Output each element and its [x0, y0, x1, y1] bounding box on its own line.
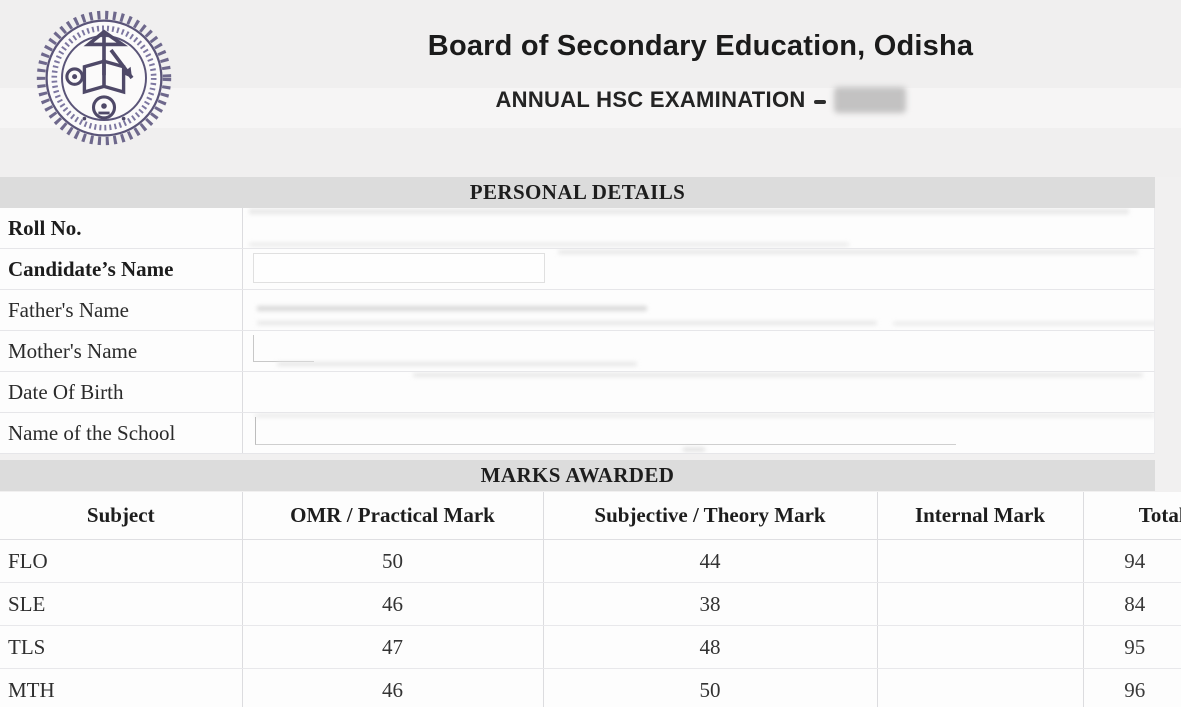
field-value-redacted: [243, 290, 1154, 330]
subjective-theory-mark: 48: [542, 625, 877, 669]
field-label: Mother's Name: [0, 331, 243, 371]
internal-mark: [876, 625, 1083, 669]
field-row-candidate-name: Candidate’s Name: [0, 249, 1155, 290]
total-mark: 96: [1082, 668, 1181, 707]
total-mark: 94: [1082, 539, 1181, 583]
table-row: TLS 47 48 95: [0, 625, 1181, 669]
field-row-roll-no: Roll No.: [0, 208, 1155, 249]
total-mark: 84: [1082, 582, 1181, 626]
internal-mark: [876, 539, 1083, 583]
redacted-value-box: [253, 253, 545, 283]
omr-practical-mark: 46: [241, 668, 543, 707]
redacted-value-smudge: [277, 362, 637, 366]
field-value-redacted: [243, 413, 1154, 453]
redacted-value-smudge: [255, 414, 1154, 417]
redacted-value-smudge: [257, 321, 877, 325]
header-titles: Board of Secondary Education, Odisha ANN…: [220, 0, 1181, 177]
subjective-theory-mark: 50: [542, 668, 877, 707]
field-row-father-name: Father's Name: [0, 290, 1155, 331]
table-row: MTH 46 50 96: [0, 668, 1181, 707]
redacted-value-smudge: [413, 373, 1143, 377]
field-label: Father's Name: [0, 290, 243, 330]
field-label: Roll No.: [0, 208, 243, 248]
exam-title-dash: [813, 99, 826, 104]
marks-awarded-title: MARKS AWARDED: [480, 463, 675, 487]
field-value-redacted: [243, 208, 1154, 248]
field-label: Date Of Birth: [0, 372, 243, 412]
redacted-year-patch: [833, 87, 906, 113]
field-value-redacted: [243, 372, 1154, 412]
marks-table-header-row: Subject OMR / Practical Mark Subjective …: [0, 492, 1181, 540]
redacted-value-smudge: [257, 306, 647, 311]
column-header-omr-practical: OMR / Practical Mark: [241, 492, 543, 540]
subjective-theory-mark: 44: [542, 539, 877, 583]
field-value-redacted: [243, 331, 1154, 371]
column-header-subject: Subject: [0, 492, 242, 540]
field-label: Candidate’s Name: [0, 249, 243, 289]
redacted-value-smudge: [249, 209, 1129, 214]
field-label: Name of the School: [0, 413, 243, 453]
field-value-redacted: [243, 249, 1154, 289]
column-header-internal: Internal Mark: [876, 492, 1083, 540]
subject-code: FLO: [0, 539, 242, 583]
personal-details-header: PERSONAL DETAILS: [0, 177, 1155, 208]
personal-details-table: Roll No. Candidate’s Name Father's Name …: [0, 208, 1155, 454]
redacted-value-bracket: [255, 417, 956, 445]
redacted-value-smudge: [558, 250, 1138, 254]
marks-table: Subject OMR / Practical Mark Subjective …: [0, 492, 1181, 707]
redacted-value-smudge: [893, 322, 1154, 325]
internal-mark: [876, 582, 1083, 626]
redacted-value-bracket: [253, 335, 314, 362]
page-header: Board of Secondary Education, Odisha ANN…: [0, 0, 1181, 177]
redacted-value-smudge: [683, 448, 705, 451]
table-row: SLE 46 38 84: [0, 582, 1181, 626]
exam-title-line: ANNUAL HSC EXAMINATION: [220, 87, 1181, 113]
field-row-school-name: Name of the School: [0, 413, 1155, 454]
internal-mark: [876, 668, 1083, 707]
marks-awarded-header: MARKS AWARDED: [0, 460, 1155, 491]
omr-practical-mark: 50: [241, 539, 543, 583]
column-header-subjective-theory: Subjective / Theory Mark: [542, 492, 877, 540]
subject-code: MTH: [0, 668, 242, 707]
personal-details-title: PERSONAL DETAILS: [469, 180, 686, 204]
redacted-value-smudge: [249, 243, 849, 246]
subject-code: SLE: [0, 582, 242, 626]
omr-practical-mark: 46: [241, 582, 543, 626]
board-seal-icon: [28, 8, 180, 148]
exam-title: ANNUAL HSC EXAMINATION: [495, 87, 806, 112]
subtitle-band: [0, 88, 1181, 128]
subjective-theory-mark: 38: [542, 582, 877, 626]
field-row-mother-name: Mother's Name: [0, 331, 1155, 372]
table-row: FLO 50 44 94: [0, 539, 1181, 583]
total-mark: 95: [1082, 625, 1181, 669]
omr-practical-mark: 47: [241, 625, 543, 669]
subject-code: TLS: [0, 625, 242, 669]
column-header-total: Total: [1082, 492, 1181, 540]
field-row-date-of-birth: Date Of Birth: [0, 372, 1155, 413]
board-title: Board of Secondary Education, Odisha: [427, 30, 974, 62]
